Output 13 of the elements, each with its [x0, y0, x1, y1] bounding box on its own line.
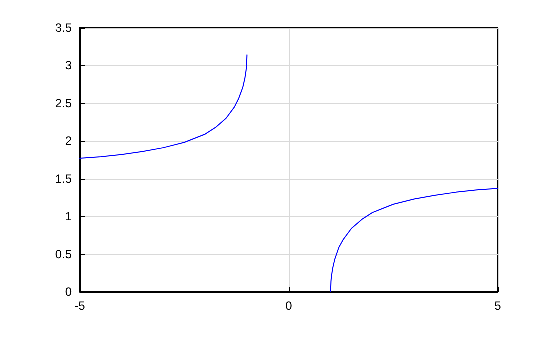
y-tick-label: 3 — [65, 58, 72, 73]
y-tick-label: 3.5 — [55, 21, 72, 35]
x-tick-label: 5 — [494, 299, 502, 313]
y-tick-label: 0 — [65, 285, 72, 299]
y-tick-label: 1.5 — [55, 172, 72, 186]
x-tick-label: 0 — [286, 299, 293, 313]
y-tick-label: 1 — [65, 210, 72, 224]
line-series — [330, 188, 498, 292]
y-tick-label: 2.5 — [55, 96, 72, 110]
x-tick-label: -5 — [74, 299, 86, 313]
y-tick-label: 2 — [65, 134, 72, 148]
line-series — [80, 54, 248, 159]
y-tick-label: 0.5 — [55, 247, 72, 262]
